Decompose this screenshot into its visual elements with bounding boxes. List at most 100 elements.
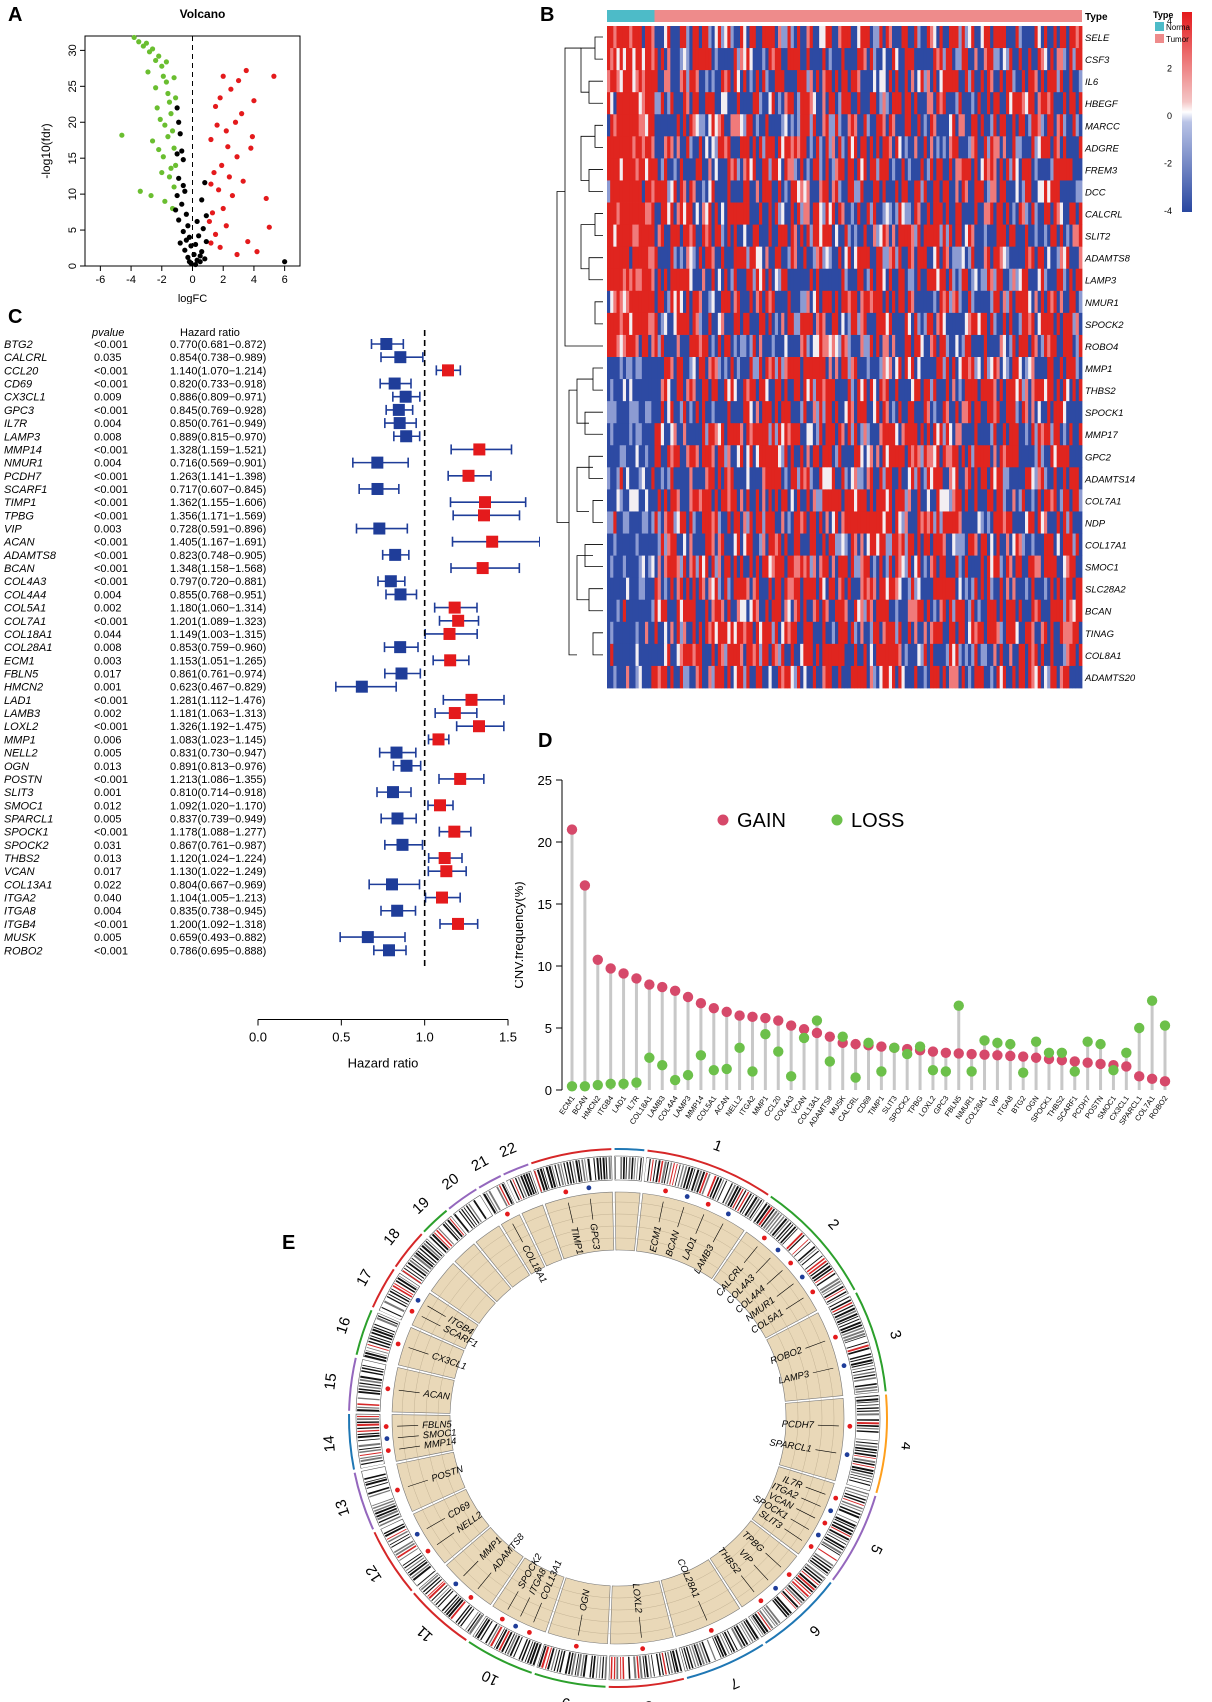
heatmap-cell	[838, 423, 842, 446]
heatmap-cell	[1025, 312, 1029, 336]
heatmap-cell	[721, 48, 725, 71]
heatmap-cell	[971, 70, 975, 93]
heatmap-cell	[616, 246, 621, 270]
heatmap-cell	[698, 401, 703, 424]
heatmap-cell	[619, 202, 624, 225]
heatmap-cell	[613, 70, 617, 93]
heatmap-cell	[622, 489, 627, 512]
heatmap-cell	[635, 467, 640, 490]
heatmap-cell	[781, 423, 785, 446]
heatmap-gene-label: LAMP3	[1085, 276, 1117, 287]
heatmap-cell	[926, 533, 931, 556]
heatmap-cell	[958, 533, 963, 556]
heatmap-cell	[879, 643, 883, 667]
heatmap-cell	[679, 621, 684, 645]
heatmap-cell	[983, 312, 988, 336]
forest-pvalue: <0.001	[94, 497, 128, 509]
heatmap-cell	[1063, 467, 1067, 490]
heatmap-cell	[879, 158, 883, 181]
heatmap-cell	[958, 290, 963, 314]
heatmap-cell	[844, 445, 849, 468]
heatmap-cell	[971, 202, 975, 225]
heatmap-cell	[869, 70, 874, 93]
heatmap-cell	[730, 467, 735, 490]
heatmap-cell	[610, 621, 614, 645]
heatmap-cell	[904, 401, 909, 424]
heatmap-cell	[752, 290, 757, 314]
heatmap-cell	[892, 136, 896, 159]
heatmap-cell	[1066, 224, 1070, 248]
heatmap-cell	[654, 467, 659, 490]
heatmap-cell	[1047, 577, 1051, 601]
heatmap-cell	[1063, 445, 1067, 468]
heatmap-cell	[765, 621, 769, 645]
heatmap-cell	[664, 467, 668, 490]
heatmap-cell	[1078, 92, 1083, 115]
heatmap-cell	[730, 445, 735, 468]
heatmap-cell	[1072, 334, 1077, 358]
heatmap-cell	[816, 246, 820, 270]
heatmap-cell	[686, 202, 690, 225]
volcano-point-ns	[203, 213, 209, 219]
heatmap-cell	[721, 312, 725, 336]
heatmap-cell	[961, 489, 966, 512]
heatmap-cell	[651, 26, 655, 49]
heatmap-cell	[876, 533, 880, 556]
heatmap-cell	[667, 180, 671, 203]
heatmap-cell	[996, 92, 1001, 115]
heatmap-cell	[866, 48, 871, 71]
heatmap-cell	[990, 357, 994, 380]
heatmap-cell	[993, 621, 997, 645]
heatmap-cell	[755, 202, 760, 225]
heatmap-cell	[702, 136, 706, 159]
heatmap-cell	[790, 599, 795, 623]
heatmap-cell	[964, 423, 969, 446]
heatmap-cell	[987, 70, 991, 93]
forest-hr-marker	[486, 535, 499, 548]
heatmap-cell	[752, 70, 757, 93]
heatmap-cell	[755, 533, 760, 556]
heatmap-cell	[895, 290, 899, 314]
heatmap-cell	[692, 379, 697, 402]
heatmap-cell	[622, 312, 627, 336]
heatmap-cell	[1034, 246, 1039, 270]
heatmap-cell	[1037, 26, 1042, 49]
heatmap-cell	[790, 445, 795, 468]
heatmap-cell	[926, 599, 931, 623]
heatmap-cell	[841, 224, 845, 248]
volcano-point-down	[162, 122, 168, 128]
heatmap-cell	[778, 621, 782, 645]
heatmap-cell	[641, 445, 646, 468]
heatmap-cell	[993, 467, 997, 490]
heatmap-cell	[803, 577, 807, 601]
heatmap-cell	[657, 136, 662, 159]
heatmap-cell	[781, 70, 785, 93]
heatmap-cell	[645, 577, 649, 601]
heatmap-cell	[670, 158, 674, 181]
heatmap-cell	[1006, 136, 1010, 159]
heatmap-cell	[790, 555, 795, 579]
heatmap-cell	[648, 665, 652, 689]
heatmap-cell	[993, 511, 997, 534]
heatmap-cell	[774, 92, 779, 115]
heatmap-cell	[657, 246, 662, 270]
heatmap-cell	[619, 334, 624, 358]
heatmap-cell	[920, 114, 925, 137]
heatmap-cell	[1034, 665, 1039, 689]
heatmap-cell	[762, 599, 766, 623]
volcano-title: Volcano	[180, 7, 226, 21]
heatmap-cell	[863, 577, 868, 601]
heatmap-cell	[743, 136, 747, 159]
heatmap-cell	[667, 268, 671, 292]
heatmap-cell	[1056, 70, 1061, 93]
heatmap-cell	[1021, 26, 1026, 49]
heatmap-cell	[778, 158, 782, 181]
heatmap-cell	[645, 268, 649, 292]
heatmap-cell	[926, 48, 931, 71]
heatmap-cell	[983, 643, 988, 667]
heatmap-cell	[901, 423, 906, 446]
heatmap-cell	[1002, 357, 1007, 380]
heatmap-cell	[705, 577, 709, 601]
heatmap-cell	[838, 599, 842, 623]
heatmap-cell	[904, 48, 909, 71]
